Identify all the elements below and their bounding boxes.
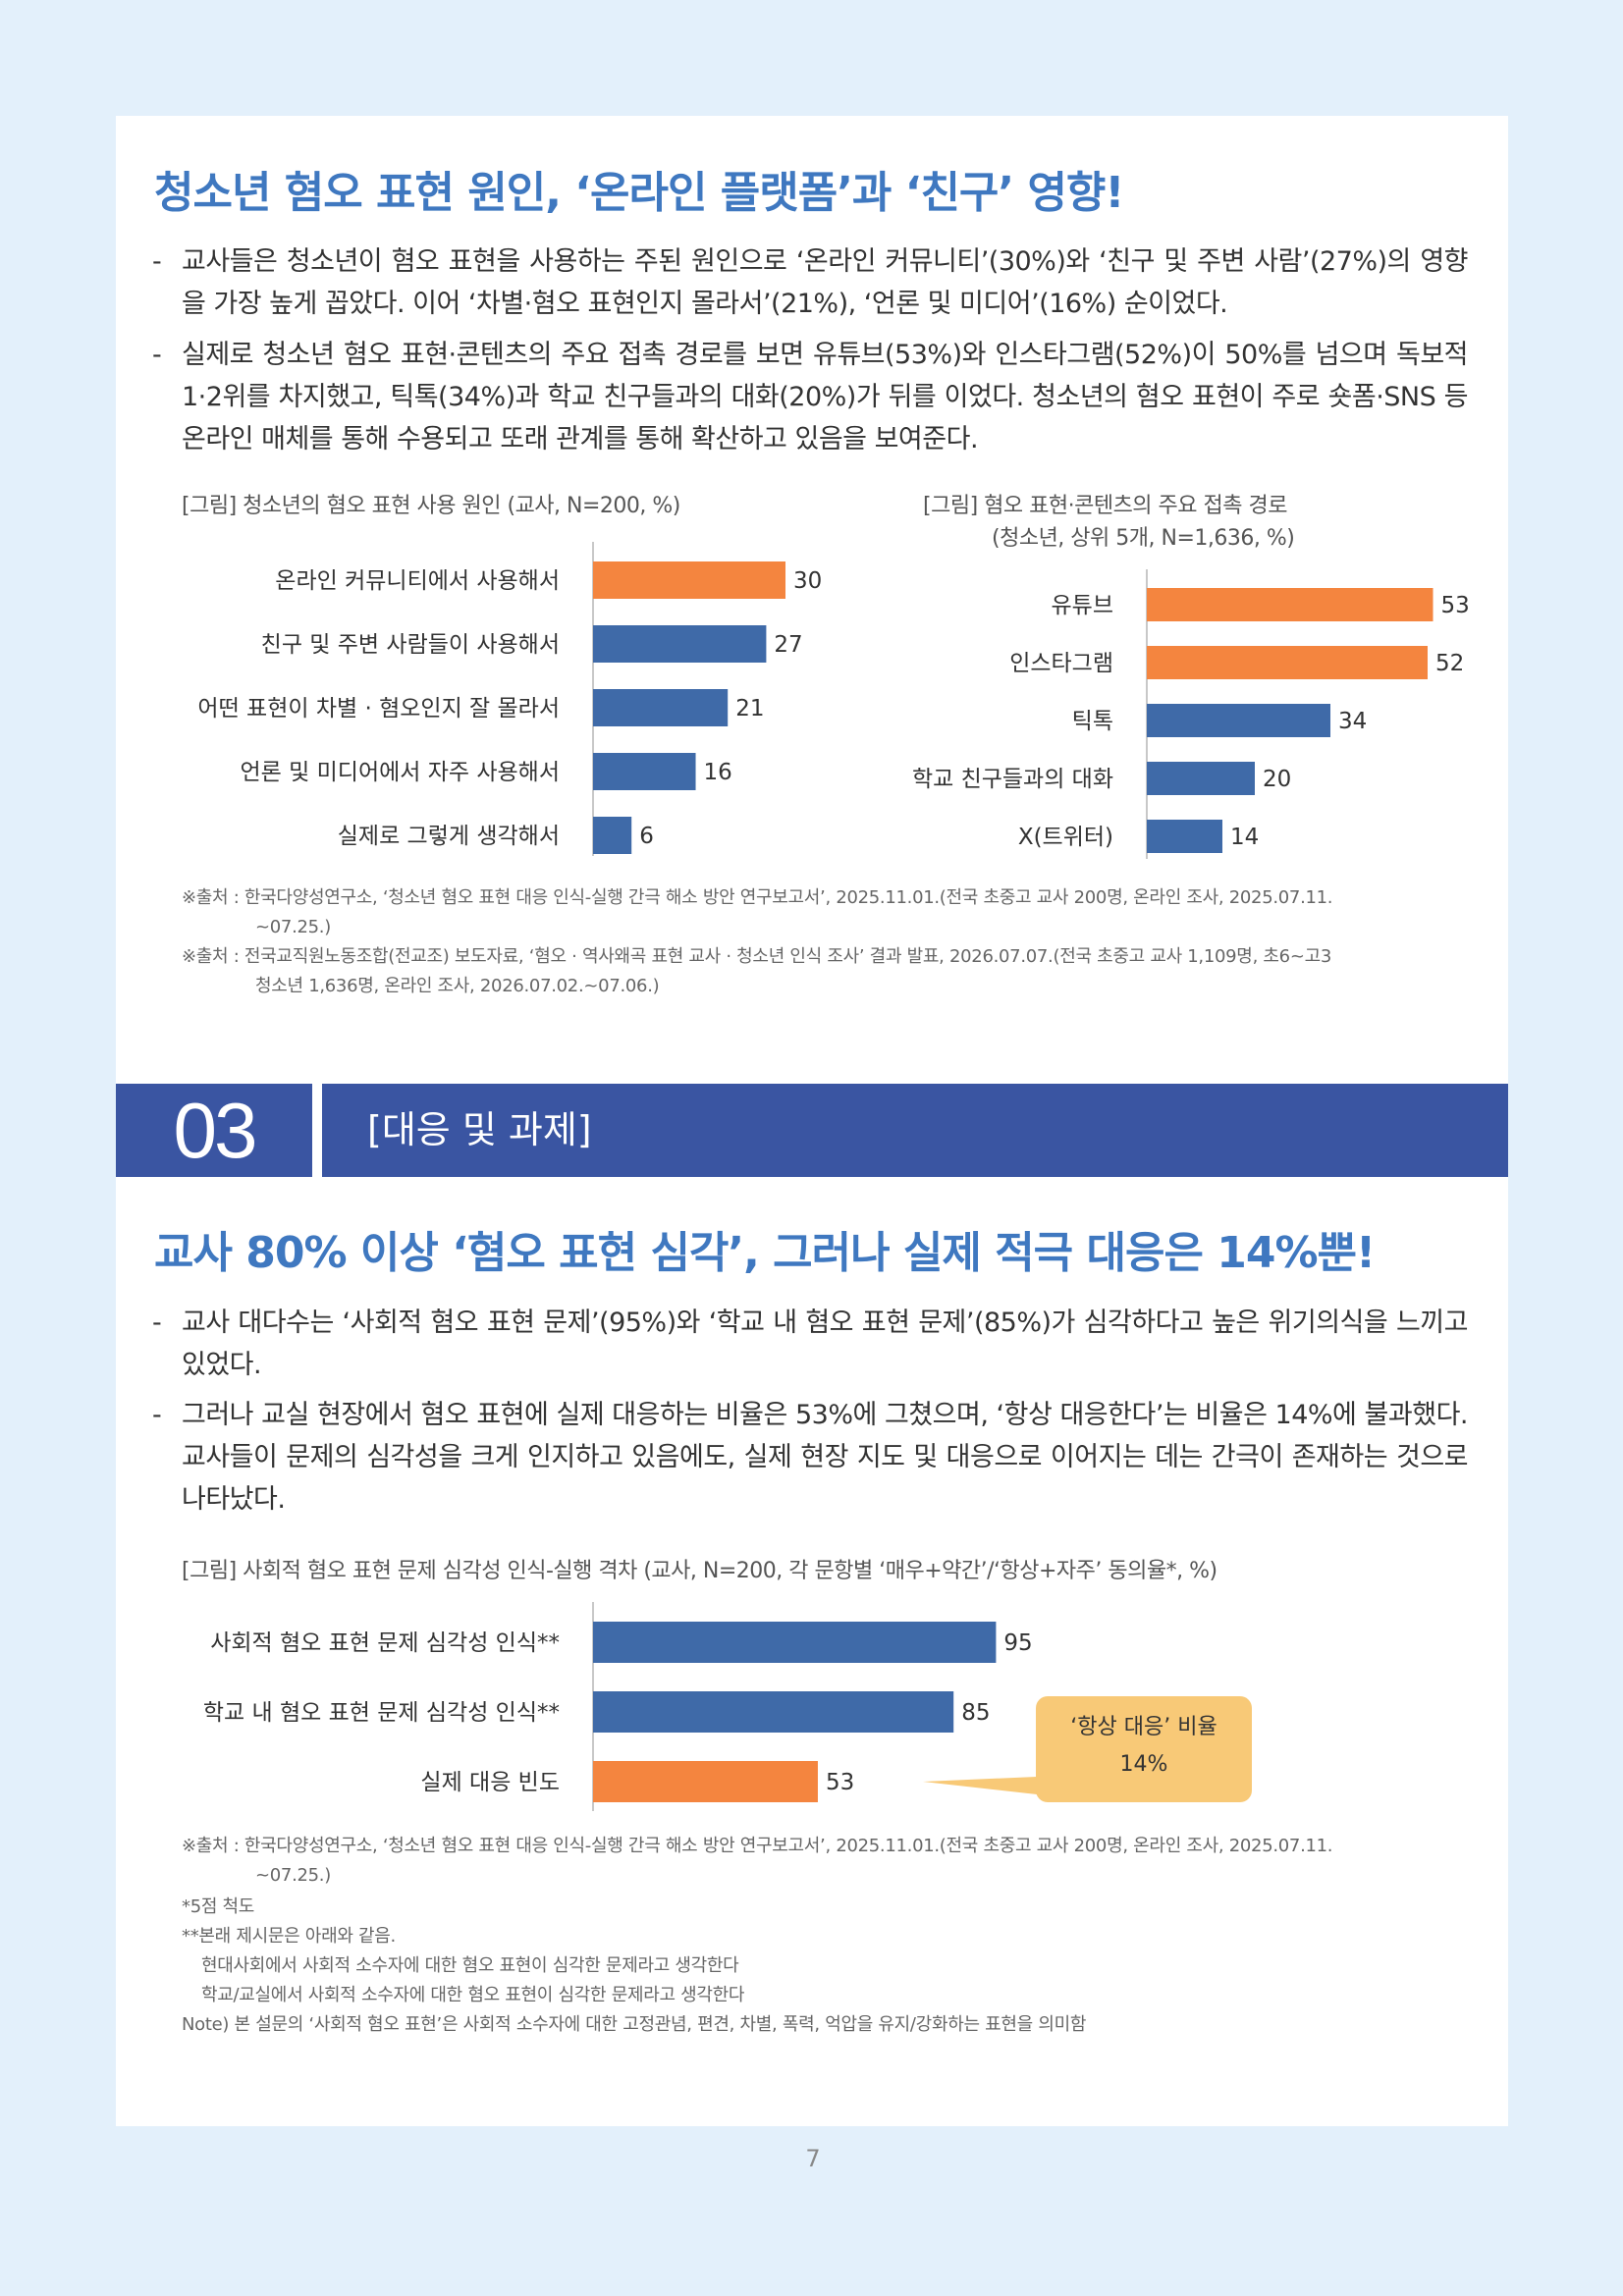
chart-category-label: 친구 및 주변 사람들이 사용해서 — [261, 632, 560, 658]
callout-title: ‘항상 대응’ 비율 — [1070, 1715, 1217, 1739]
bullet-dash: - — [152, 246, 162, 277]
source-note: ※출처 : 한국다양성연구소, ‘청소년 혐오 표현 대응 인식-실행 간극 해… — [182, 883, 1488, 1001]
chart-value-label: 95 — [1003, 1630, 1032, 1656]
footnote: *5점 척도 — [182, 1896, 255, 1917]
chart-value-label: 85 — [961, 1700, 990, 1726]
source-line: ~07.25.) — [255, 917, 331, 937]
chart-category-label: 어떤 표현이 차별 · 혐오인지 잘 몰라서 — [197, 696, 560, 721]
source-line: ~07.25.) — [255, 1865, 331, 1886]
chart-category-label: 인스타그램 — [1009, 651, 1113, 676]
chart-value-label: 53 — [1441, 593, 1470, 618]
footnote: Note) 본 설문의 ‘사회적 혐오 표현’은 사회적 소수자에 대한 고정관… — [182, 2014, 1087, 2035]
chart-bar — [1147, 646, 1428, 679]
chart-value-label: 52 — [1435, 651, 1464, 676]
bullet-text: 실제로 청소년 혐오 표현·콘텐츠의 주요 접촉 경로를 보면 유튜브(53%)… — [182, 340, 1469, 454]
chart-value-label: 6 — [639, 824, 654, 849]
chart-contact-channels: 유튜브 53 인스타그램 52 틱톡 34 학교 친구들과의 대화 20 X(트위터) 14 — [912, 569, 1470, 859]
chart-value-label: 14 — [1230, 825, 1259, 850]
source-line: ※출처 : 한국다양성연구소, ‘청소년 혐오 표현 대응 인식-실행 간극 해… — [182, 1836, 1333, 1856]
chart-category-label: 사회적 혐오 표현 문제 심각성 인식** — [210, 1630, 560, 1656]
footnote: **본래 제시문은 아래와 같음. — [182, 1926, 396, 1947]
chart-bar — [593, 1622, 997, 1663]
chart-bar — [1147, 704, 1330, 737]
section1-headline: 청소년 혐오 표현 원인, ‘온라인 플랫폼’과 ‘친구’ 영향! — [154, 168, 1124, 218]
chart-category-label: 학교 친구들과의 대화 — [912, 767, 1113, 792]
section3-headline: 교사 80% 이상 ‘혐오 표현 심각’, 그러나 실제 적극 대응은 14%뿐… — [154, 1228, 1376, 1278]
figure-caption: [그림] 혐오 표현·콘텐츠의 주요 접촉 경로 — [923, 494, 1287, 518]
callout-value: 14% — [1119, 1752, 1168, 1777]
chart-bar — [1147, 762, 1255, 795]
source-line: ※출처 : 전국교직원노동조합(전교조) 보도자료, ‘혐오 · 역사왜곡 표현… — [182, 946, 1332, 967]
callout-text: ‘항상 대응’ 비율 14% — [1036, 1709, 1252, 1784]
bullet-dash: - — [152, 340, 162, 370]
chart-category-label: 유튜브 — [1052, 593, 1113, 618]
chart-value-label: 20 — [1263, 767, 1291, 792]
chart-bar — [1147, 820, 1222, 853]
figure-caption-sub: (청소년, 상위 5개, N=1,636, %) — [992, 526, 1295, 551]
chart-bar — [593, 689, 729, 726]
bullet-item: - 교사들은 청소년이 혐오 표현을 사용하는 주된 원인으로 ‘온라인 커뮤니… — [152, 240, 1469, 325]
chart-category-label: 실제 대응 빈도 — [420, 1770, 560, 1795]
page-number: 7 — [805, 2145, 821, 2172]
chart-bar — [593, 1691, 954, 1733]
section-number: 03 — [173, 1087, 258, 1174]
chart-category-label: X(트위터) — [1018, 825, 1113, 850]
callout-shape — [923, 1696, 1252, 1802]
figure-caption: [그림] 청소년의 혐오 표현 사용 원인 (교사, N=200, %) — [182, 494, 680, 518]
chart-category-label: 언론 및 미디어에서 자주 사용해서 — [241, 760, 560, 785]
section-number-band: 03 — [116, 1084, 312, 1177]
source-line: ※출처 : 한국다양성연구소, ‘청소년 혐오 표현 대응 인식-실행 간극 해… — [182, 887, 1333, 908]
chart-value-label: 30 — [793, 568, 822, 594]
chart-awareness-action-gap: 사회적 혐오 표현 문제 심각성 인식** 95 학교 내 혐오 표현 문제 심각성… — [203, 1602, 1033, 1811]
chart-bar — [593, 1761, 818, 1802]
figure-caption: [그림] 사회적 혐오 표현 문제 심각성 인식-실행 격차 (교사, N=20… — [182, 1559, 1217, 1583]
chart-value-label: 27 — [774, 632, 802, 658]
bullet-dash: - — [152, 1308, 162, 1338]
chart-value-label: 16 — [704, 760, 732, 785]
bullet-text: 교사 대다수는 ‘사회적 혐오 표현 문제’(95%)와 ‘학교 내 혐오 표현… — [182, 1308, 1469, 1380]
footnotes: *5점 척도 **본래 제시문은 아래와 같음. 현대사회에서 사회적 소수자에… — [182, 1893, 1488, 2040]
footnote: 학교/교실에서 사회적 소수자에 대한 혐오 표현이 심각한 문제라고 생각한다 — [201, 1985, 745, 2005]
section-title-band: [대응 및 과제] — [322, 1084, 1508, 1177]
chart-bar — [1147, 588, 1434, 621]
source-line: 청소년 1,636명, 온라인 조사, 2026.07.02.~07.06.) — [255, 976, 660, 996]
bullet-item: - 실제로 청소년 혐오 표현·콘텐츠의 주요 접촉 경로를 보면 유튜브(53… — [152, 334, 1469, 460]
chart-category-label: 온라인 커뮤니티에서 사용해서 — [275, 568, 560, 594]
chart-category-label: 실제로 그렇게 생각해서 — [338, 824, 560, 849]
chart-hate-speech-causes: 온라인 커뮤니티에서 사용해서 30 친구 및 주변 사람들이 사용해서 27 어떤 표… — [197, 542, 822, 856]
chart-bar — [593, 753, 696, 790]
chart-value-label: 34 — [1338, 709, 1367, 734]
bullet-item: - 교사 대다수는 ‘사회적 혐오 표현 문제’(95%)와 ‘학교 내 혐오 … — [152, 1302, 1469, 1386]
bullet-text: 그러나 교실 현장에서 혐오 표현에 실제 대응하는 비율은 53%에 그쳤으며… — [182, 1400, 1469, 1515]
footnote: 현대사회에서 사회적 소수자에 대한 혐오 표현이 심각한 문제라고 생각한다 — [201, 1955, 739, 1976]
chart-value-label: 21 — [735, 696, 764, 721]
chart-category-label: 틱톡 — [1072, 709, 1113, 734]
chart-bar — [593, 625, 767, 663]
source-note: ※출처 : 한국다양성연구소, ‘청소년 혐오 표현 대응 인식-실행 간극 해… — [182, 1832, 1488, 1891]
bullet-text: 교사들은 청소년이 혐오 표현을 사용하는 주된 원인으로 ‘온라인 커뮤니티’… — [182, 246, 1469, 319]
bullet-dash: - — [152, 1400, 162, 1430]
bullet-item: - 그러나 교실 현장에서 혐오 표현에 실제 대응하는 비율은 53%에 그쳤… — [152, 1394, 1469, 1521]
chart-category-label: 학교 내 혐오 표현 문제 심각성 인식** — [203, 1700, 560, 1726]
chart-value-label: 53 — [826, 1770, 854, 1795]
chart-bar — [593, 817, 632, 854]
chart-bar — [593, 561, 785, 599]
section-title: [대응 및 과제] — [367, 1108, 592, 1151]
